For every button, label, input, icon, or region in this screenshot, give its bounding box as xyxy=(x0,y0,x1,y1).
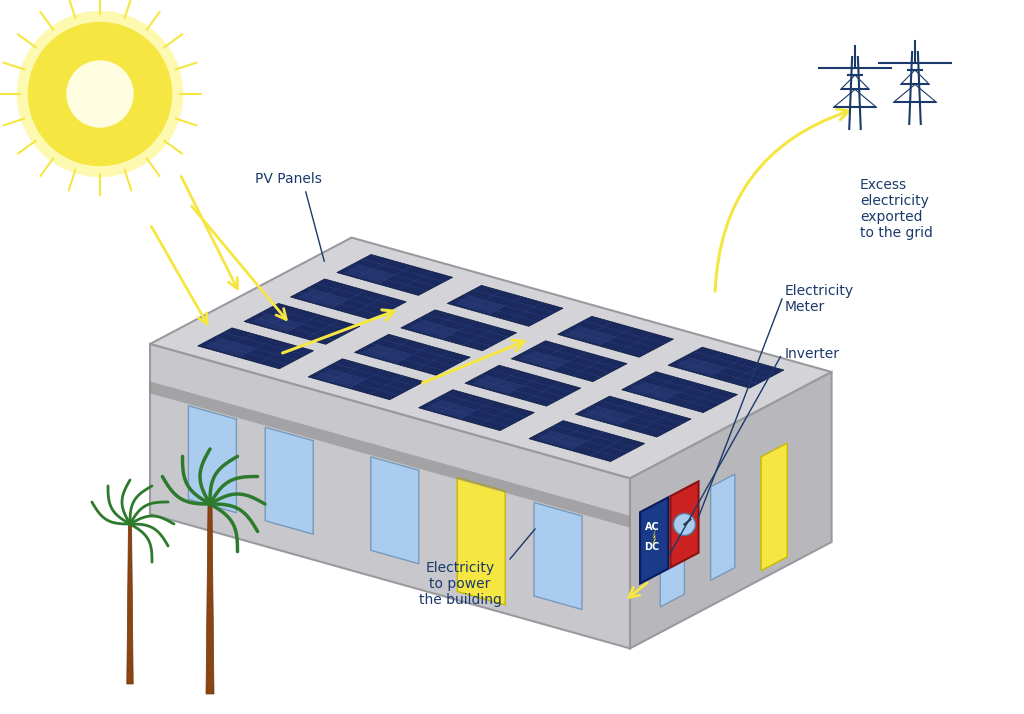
Circle shape xyxy=(67,61,133,127)
Polygon shape xyxy=(465,366,581,406)
Polygon shape xyxy=(511,341,627,382)
Polygon shape xyxy=(419,390,535,431)
Text: Electricity
Meter: Electricity Meter xyxy=(785,284,854,314)
Polygon shape xyxy=(640,497,669,583)
Polygon shape xyxy=(251,313,302,332)
Polygon shape xyxy=(454,296,505,314)
Polygon shape xyxy=(127,524,133,684)
Text: AC: AC xyxy=(645,523,659,533)
Polygon shape xyxy=(660,501,684,607)
Polygon shape xyxy=(575,396,691,437)
Polygon shape xyxy=(630,372,831,648)
Polygon shape xyxy=(315,369,366,387)
Polygon shape xyxy=(534,503,582,610)
Text: Inverter: Inverter xyxy=(785,347,840,361)
Polygon shape xyxy=(761,443,787,570)
Circle shape xyxy=(674,513,695,536)
Polygon shape xyxy=(668,347,784,388)
Polygon shape xyxy=(150,238,831,478)
Polygon shape xyxy=(447,286,563,326)
Polygon shape xyxy=(711,474,735,580)
Polygon shape xyxy=(457,478,505,605)
Polygon shape xyxy=(425,400,476,418)
Polygon shape xyxy=(188,406,237,513)
Polygon shape xyxy=(344,265,395,283)
Polygon shape xyxy=(371,457,419,564)
Text: Electricity
to power
the building: Electricity to power the building xyxy=(419,560,502,607)
Polygon shape xyxy=(265,427,313,534)
Circle shape xyxy=(17,11,182,176)
Polygon shape xyxy=(150,381,630,528)
Polygon shape xyxy=(472,376,523,393)
Polygon shape xyxy=(400,310,517,351)
Polygon shape xyxy=(536,431,587,449)
Polygon shape xyxy=(308,358,424,400)
Circle shape xyxy=(29,23,171,166)
Polygon shape xyxy=(361,345,413,363)
Polygon shape xyxy=(518,351,569,369)
Polygon shape xyxy=(297,289,348,307)
Polygon shape xyxy=(198,328,313,369)
Polygon shape xyxy=(337,254,453,296)
Polygon shape xyxy=(629,382,680,400)
Polygon shape xyxy=(354,334,470,376)
Polygon shape xyxy=(408,320,459,338)
Polygon shape xyxy=(582,406,633,425)
Text: PV Panels: PV Panels xyxy=(255,172,322,186)
Polygon shape xyxy=(206,504,214,694)
Polygon shape xyxy=(675,358,726,376)
Polygon shape xyxy=(671,481,698,568)
Polygon shape xyxy=(651,526,656,546)
Polygon shape xyxy=(205,338,256,356)
Polygon shape xyxy=(244,303,360,344)
Polygon shape xyxy=(622,372,737,413)
Polygon shape xyxy=(291,279,407,320)
Polygon shape xyxy=(558,316,674,357)
Text: DC: DC xyxy=(644,543,659,553)
Polygon shape xyxy=(529,421,645,461)
Text: Excess
electricity
exported
to the grid: Excess electricity exported to the grid xyxy=(860,178,933,241)
Polygon shape xyxy=(150,344,630,648)
Polygon shape xyxy=(564,327,615,345)
